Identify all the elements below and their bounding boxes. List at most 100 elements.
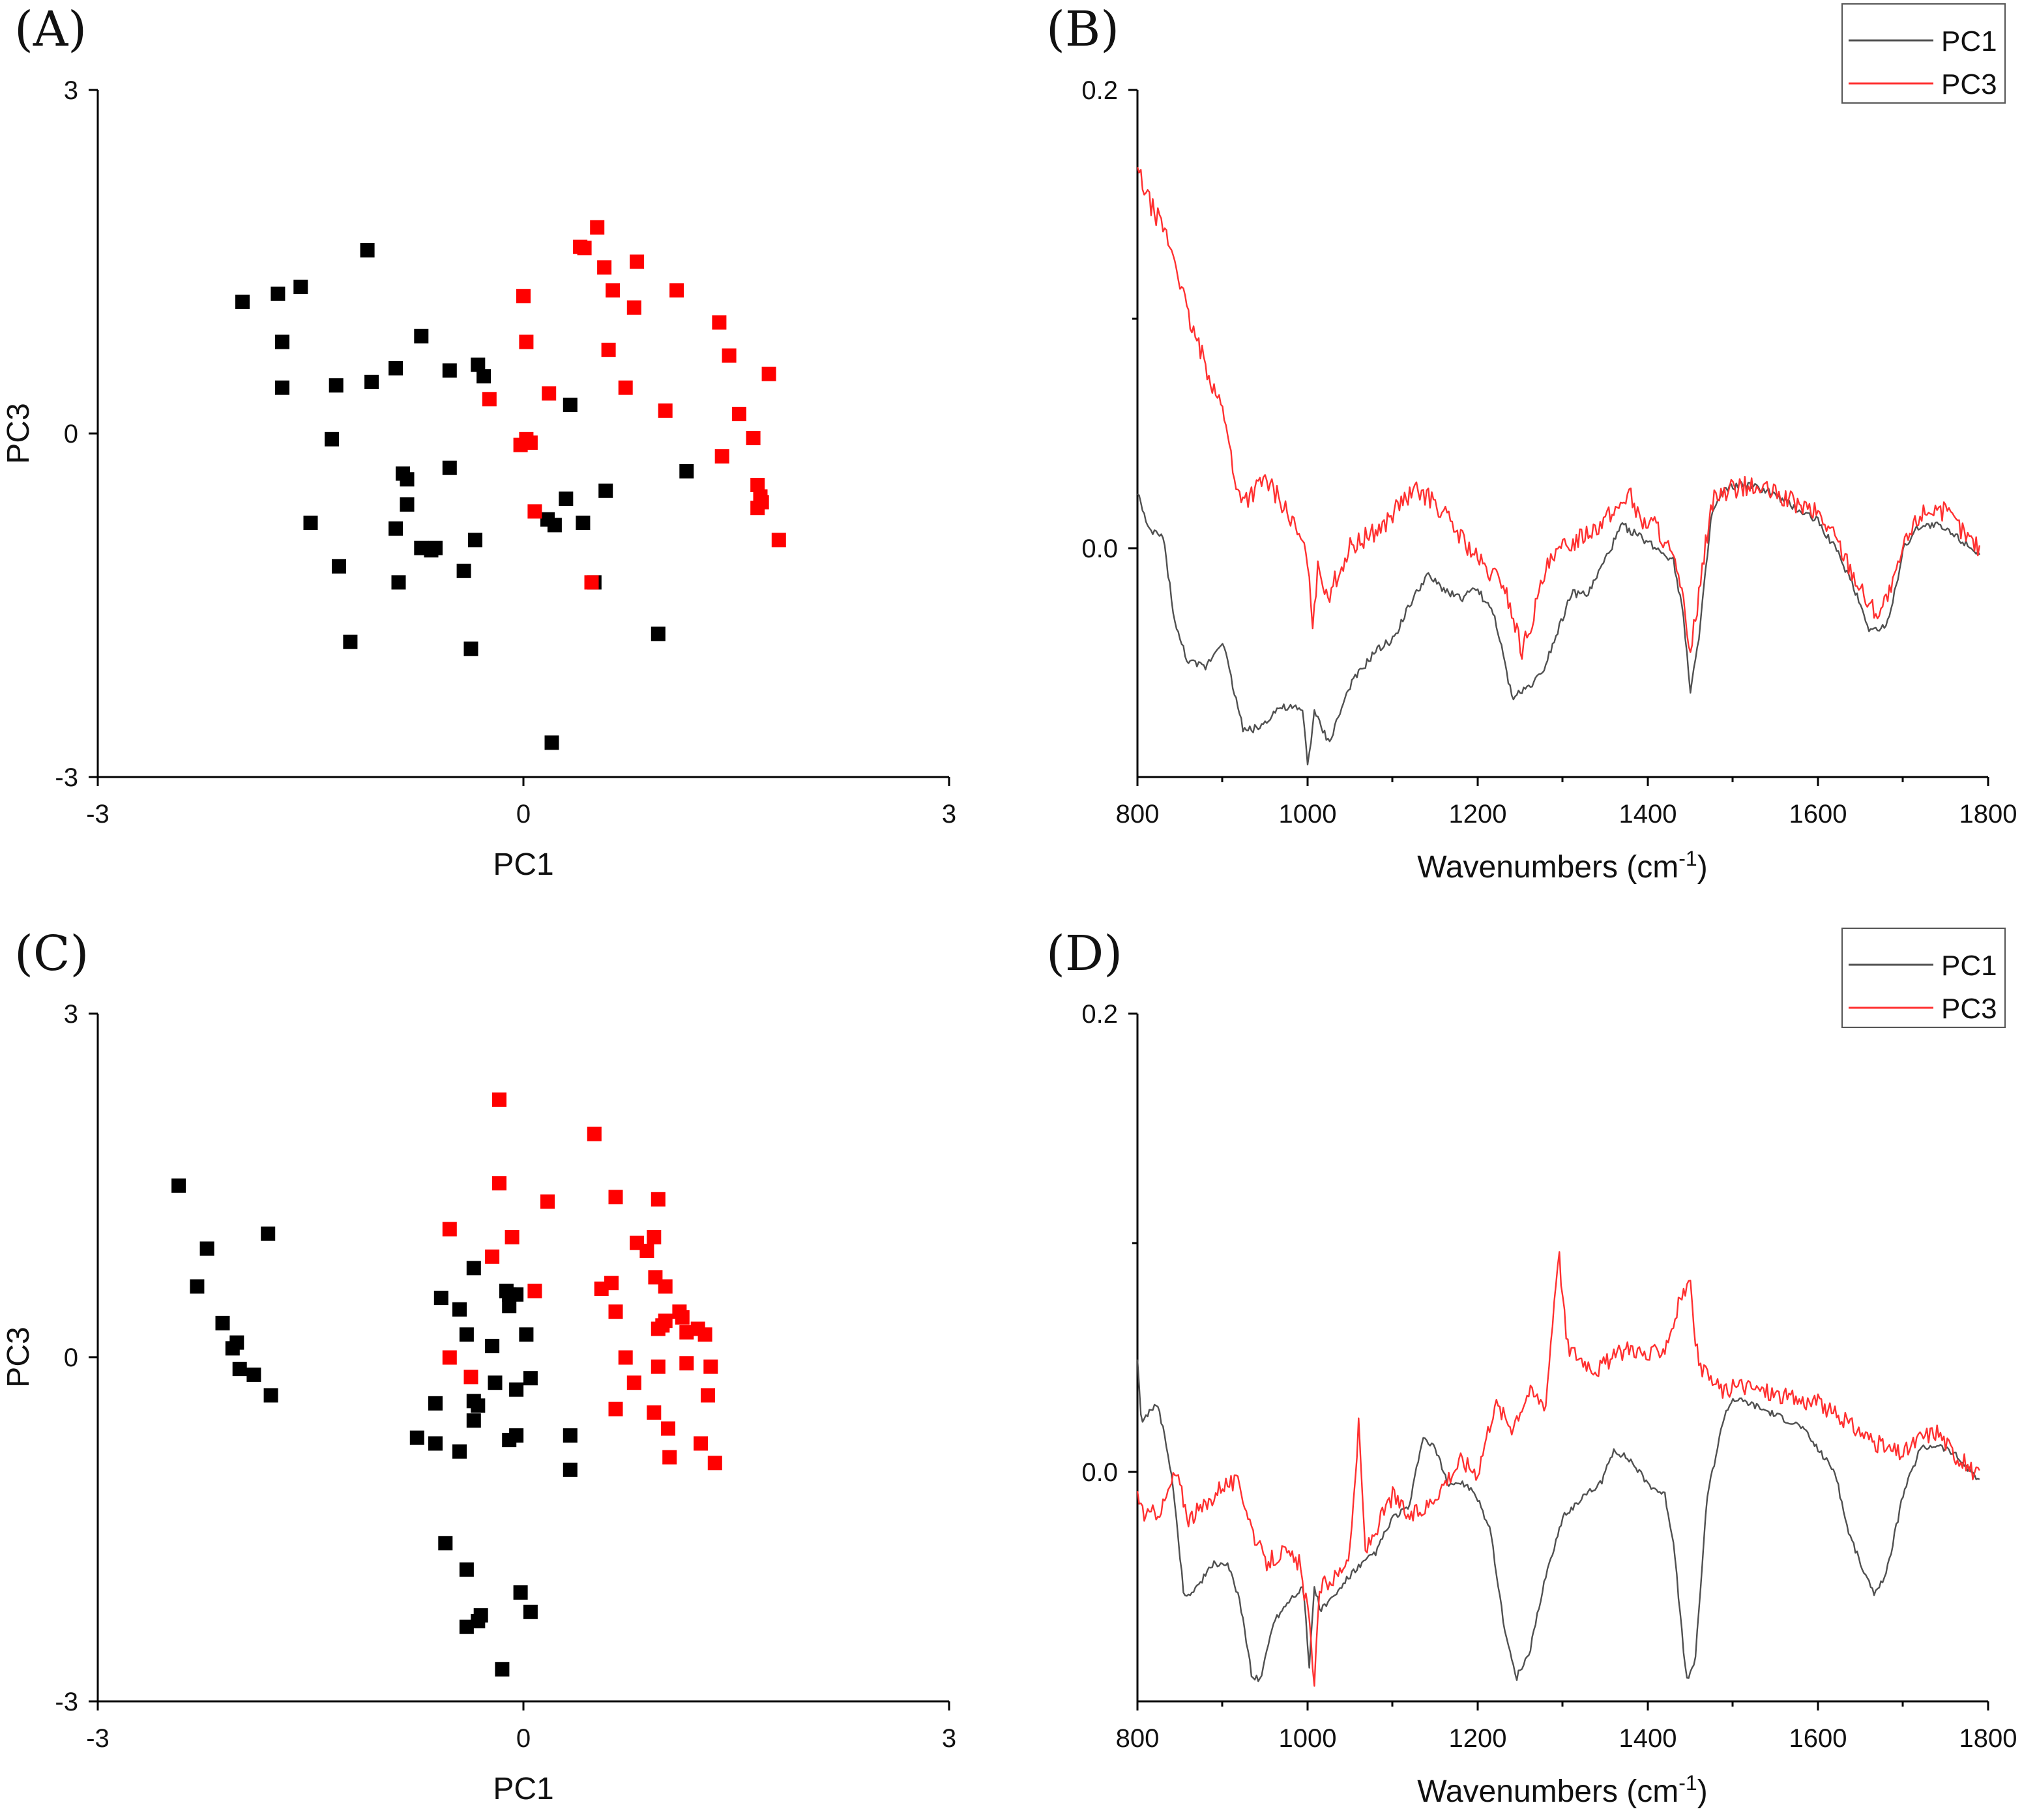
panel-a-point-group1 [275, 380, 289, 395]
panel-b-y-tick-label: 0.0 [1081, 535, 1118, 563]
panel-c-point-group2 [662, 1450, 677, 1465]
panel-c-point-group2 [672, 1304, 687, 1319]
panel-c-point-group1 [433, 1291, 448, 1306]
panel-a-x-tick-label: 0 [516, 800, 531, 829]
panel-b-legend-label-pc1: PC1 [1941, 25, 1997, 57]
panel-c-point-group1 [509, 1428, 524, 1443]
panel-label-d: (D) [1046, 926, 1122, 982]
panel-a-y-axis-label: PC3 [1, 403, 36, 463]
panel-c-y-tick-label: 0 [64, 1343, 78, 1372]
panel-b-x-axis-label: Wavenumbers (cm-1) [1417, 847, 1707, 885]
panel-a-point-group2 [577, 241, 592, 256]
panel-a-point-group1 [400, 497, 415, 512]
panel-b-x-tick-label: 1600 [1789, 800, 1847, 829]
panel-b-legend: PC1 PC3 [1841, 3, 2006, 104]
panel-a-point-group2 [746, 431, 761, 445]
panel-c-point-group2 [492, 1176, 506, 1191]
panel-c-point-group1 [229, 1335, 244, 1350]
panel-a-point-group1 [325, 432, 340, 447]
panel-a-y-tick-label: 0 [64, 420, 78, 448]
panel-a-point-group1 [360, 242, 375, 257]
panel-c-point-group2 [661, 1421, 675, 1436]
panel-a-point-group2 [750, 478, 765, 492]
panel-b-spectrum: (B) 800 1000 1200 1400 1600 1800 0.0 0.2… [1046, 1, 2017, 885]
panel-a-point-group1 [364, 374, 379, 389]
panel-a-point-group1 [391, 575, 406, 590]
panel-c-points [171, 1092, 722, 1677]
panel-b-y-tick-label: 0.2 [1081, 76, 1118, 105]
panel-d-line-pc1 [1136, 1359, 1980, 1682]
panel-a-point-group2 [669, 283, 684, 298]
panel-d-x-tick-label: 1600 [1789, 1724, 1847, 1753]
panel-b-legend-box [1841, 3, 2006, 104]
panel-c-point-group1 [563, 1462, 578, 1477]
panel-c-point-group1 [428, 1436, 443, 1451]
panel-a-point-group1 [275, 334, 289, 349]
panel-a-point-group1 [547, 518, 562, 533]
panel-a-y-tick-label: 3 [64, 76, 78, 105]
panel-a-point-group1 [576, 516, 591, 530]
panel-a-point-group1 [343, 634, 358, 649]
panel-c-point-group1 [466, 1261, 481, 1276]
panel-c-point-group1 [438, 1536, 453, 1551]
panel-d-x-axis-label-main: Wavenumbers (cm [1417, 1774, 1678, 1809]
panel-a-point-group2 [712, 315, 727, 330]
panel-b-x-tick-label: 1800 [1959, 800, 2017, 829]
panel-d-x-tick-label: 800 [1116, 1724, 1160, 1753]
panel-c-point-group2 [679, 1356, 694, 1371]
panel-a-point-group2 [771, 533, 786, 548]
panel-c-y-tick-label: 3 [64, 1000, 78, 1029]
panel-c-point-group1 [513, 1585, 528, 1600]
panel-c-point-group2 [587, 1126, 602, 1141]
panel-d-legend-label-pc1: PC1 [1941, 950, 1997, 982]
panel-c-point-group1 [509, 1287, 524, 1302]
panel-c-point-group2 [651, 1359, 666, 1374]
panel-c-point-group2 [442, 1350, 457, 1365]
panel-c-point-group1 [171, 1178, 186, 1193]
panel-c-point-group1 [471, 1398, 486, 1413]
panel-c-point-group1 [452, 1444, 467, 1459]
panel-c-point-group1 [466, 1413, 481, 1428]
panel-a-point-group2 [761, 366, 776, 381]
panel-c-point-group2 [701, 1388, 715, 1403]
panel-c-point-group1 [459, 1327, 474, 1342]
panel-c-point-group2 [658, 1279, 673, 1294]
panel-b-line-pc3 [1136, 167, 1981, 660]
panel-a-scatter: (A) -3 0 3 -3 0 3 PC1 PC3 [1, 1, 956, 882]
panel-a-point-group1 [442, 363, 457, 378]
panel-c-point-group1 [215, 1315, 230, 1330]
panel-c-y-tick-label: -3 [55, 1688, 78, 1716]
panel-c-point-group1 [488, 1375, 503, 1390]
panel-label-b: (B) [1046, 1, 1119, 57]
panel-c-point-group1 [190, 1279, 205, 1294]
panel-d-line-pc3 [1136, 1251, 1980, 1687]
panel-a-point-group2 [731, 407, 746, 422]
panel-b-line-pc1 [1137, 480, 1980, 766]
panel-c-point-group1 [495, 1662, 510, 1677]
panel-d-legend-box [1841, 928, 2006, 1028]
panel-c-point-group2 [442, 1222, 457, 1237]
panel-label-c: (C) [14, 926, 89, 982]
panel-c-point-group1 [459, 1562, 474, 1577]
panel-a-point-group2 [601, 342, 616, 357]
panel-b-x-axis-label-main: Wavenumbers (cm [1417, 850, 1678, 885]
panel-c-point-group1 [519, 1327, 534, 1342]
panel-c-point-group2 [608, 1402, 623, 1416]
panel-a-point-group1 [544, 735, 559, 750]
panel-a-point-group1 [424, 543, 439, 558]
panel-a-point-group1 [400, 472, 415, 487]
panel-c-point-group2 [604, 1276, 619, 1291]
panel-a-point-group1 [235, 295, 250, 309]
panel-a-point-group1 [293, 280, 308, 295]
panel-a-point-group2 [542, 386, 557, 401]
panel-a-points [235, 220, 786, 750]
panel-a-point-group1 [388, 521, 403, 536]
panel-c-point-group2 [658, 1314, 673, 1328]
panel-a-point-group1 [651, 626, 666, 641]
panel-a-point-group1 [468, 533, 482, 548]
panel-a-point-group2 [630, 254, 645, 269]
panel-c-point-group1 [473, 1608, 488, 1623]
panel-c-point-group2 [485, 1249, 500, 1264]
panel-b-x-tick-label: 1400 [1619, 800, 1677, 829]
panel-c-point-group2 [697, 1327, 712, 1342]
